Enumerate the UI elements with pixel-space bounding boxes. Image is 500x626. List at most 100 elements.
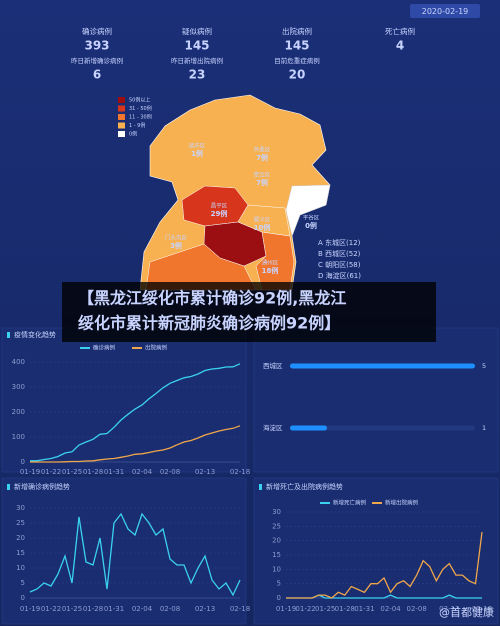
- content: 确诊病例 393 疑似病例 145 出院病例 145 死亡病例 4 昨日新增确诊病例 6 昨日新增出…: [7, 26, 492, 613]
- map-region: [237, 204, 291, 237]
- x-tick-label: 01-31: [104, 605, 124, 613]
- y-tick-label: 10: [272, 565, 281, 573]
- y-tick-label: 25: [16, 519, 25, 527]
- y-tick-label: 0: [277, 594, 281, 602]
- panel: [1, 327, 247, 473]
- line-series: [30, 363, 241, 462]
- region-count: 10例: [254, 223, 271, 232]
- stat-value: 6: [93, 68, 101, 82]
- x-tick-label: 01-28: [83, 605, 103, 613]
- stat-value: 20: [289, 68, 306, 82]
- y-tick-label: 100: [12, 433, 25, 441]
- x-tick-label: 01-22: [295, 605, 315, 613]
- x-tick-label: 01-25: [315, 605, 335, 613]
- district-item: A 东城区(12): [318, 238, 361, 247]
- x-tick-label: 01-31: [354, 605, 374, 613]
- region-count: 3例: [170, 241, 182, 250]
- bar-value: 1: [482, 424, 486, 432]
- bar: [290, 425, 327, 431]
- bar-value: 5: [482, 362, 486, 370]
- legend-label: 11 - 30例: [129, 114, 152, 121]
- stat-value: 145: [284, 39, 309, 53]
- legend-swatch: [118, 97, 125, 103]
- stat-label: 出院病例: [282, 26, 312, 36]
- legend-swatch: [118, 105, 125, 112]
- x-tick-label: 01-25: [62, 605, 82, 613]
- x-tick-label: 02-18: [230, 605, 250, 613]
- y-tick-label: 20: [272, 537, 281, 545]
- x-tick-label: 01-25: [62, 468, 82, 476]
- x-tick-label: 02-04: [380, 605, 401, 613]
- bar: [290, 363, 475, 369]
- bar-label: 海淀区: [263, 423, 283, 432]
- legend-label: 出院病例: [145, 344, 168, 352]
- district-item: B 西城区(52): [318, 250, 361, 258]
- legend-label: 50例以上: [129, 97, 150, 104]
- x-tick-label: 01-22: [41, 468, 61, 476]
- x-tick-label: 01-28: [335, 605, 355, 613]
- region-name: 平谷区: [303, 214, 320, 222]
- map-region: [285, 184, 331, 237]
- x-tick-label: 01-28: [83, 468, 103, 476]
- stat-label: 疑似病例: [182, 26, 212, 36]
- y-tick-label: 20: [16, 534, 25, 542]
- x-tick-label: 02-13: [439, 605, 459, 613]
- chart-title: 新增死亡及出院病例趋势: [266, 482, 343, 491]
- watermark: @首都健康: [439, 605, 494, 619]
- y-tick-label: 15: [16, 549, 25, 557]
- y-tick-label: 0: [21, 458, 25, 466]
- x-tick-label: 02-08: [160, 468, 180, 476]
- x-tick-label: 02-08: [160, 605, 180, 613]
- region-name: 门头沟区: [165, 234, 188, 242]
- region-count: 29例: [211, 209, 228, 218]
- stat-label: 昨日新增确诊病例: [71, 56, 123, 65]
- y-tick-label: 200: [12, 408, 25, 416]
- legend-label: 31 - 50例: [129, 105, 152, 112]
- legend-label: 新增死亡病例: [333, 499, 367, 507]
- bar-label: 西城区: [263, 362, 283, 370]
- bar-track: [290, 425, 475, 431]
- district-item: C 朝阳区(58): [318, 260, 361, 269]
- legend-swatch: [118, 122, 125, 129]
- stat-value: 4: [396, 39, 404, 53]
- region-name: 昌平区: [211, 203, 228, 210]
- stat-label: 目前危重症病例: [274, 56, 320, 65]
- x-tick-label: 02-13: [195, 605, 215, 613]
- x-tick-label: 02-04: [132, 605, 153, 613]
- x-tick-label: 01-19: [20, 605, 40, 613]
- banner-background: [62, 282, 436, 342]
- legend-label: 新增出院病例: [385, 499, 419, 507]
- y-tick-label: 15: [272, 551, 281, 559]
- x-tick-label: 02-08: [406, 605, 426, 613]
- stat-label: 确诊病例: [82, 26, 112, 36]
- region-count: 7例: [256, 153, 268, 162]
- x-tick-label: 01-19: [276, 605, 296, 613]
- y-tick-label: 30: [16, 504, 25, 512]
- banner-line: 【黑龙江绥化市累计确诊92例,黑龙江: [78, 289, 346, 308]
- chart-title: 新增确诊病例趋势: [14, 482, 70, 491]
- date: 2020-02-19: [422, 7, 469, 16]
- map: [139, 94, 331, 291]
- date-badge: [410, 4, 480, 18]
- y-tick-label: 5: [277, 580, 281, 588]
- x-tick-label: 02-13: [195, 468, 215, 476]
- panel: [253, 327, 499, 473]
- district-item: D 海淀区(61): [318, 271, 361, 280]
- x-tick-label: 01-31: [104, 468, 124, 476]
- region-name: 怀柔区: [254, 146, 271, 154]
- stat-label: 死亡病例: [385, 26, 415, 36]
- region-name: 延庆区: [189, 142, 206, 150]
- region-count: 1例: [191, 149, 203, 158]
- region-count: 7例: [256, 178, 268, 187]
- region-count: 18例: [262, 266, 279, 275]
- region-name: 顺义区: [254, 217, 271, 224]
- region-count: 0例: [305, 221, 317, 230]
- legend-label: 确诊病例: [93, 344, 116, 352]
- panel: [253, 477, 499, 625]
- banner-line: 绥化市累计新冠肺炎确诊病例92例】: [78, 314, 340, 333]
- x-tick-label: 01-19: [20, 468, 40, 476]
- line-series: [286, 532, 483, 599]
- x-tick-label: 02-04: [132, 468, 153, 476]
- chart-title: 疫情变化趋势: [14, 330, 56, 339]
- legend-swatch: [118, 114, 125, 120]
